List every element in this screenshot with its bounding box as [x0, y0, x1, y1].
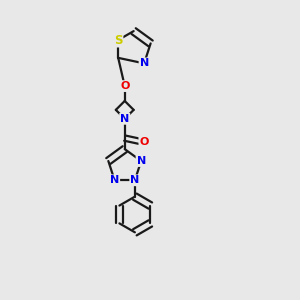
Text: N: N — [110, 175, 119, 185]
Text: S: S — [114, 34, 122, 46]
Text: N: N — [140, 58, 149, 68]
Text: N: N — [136, 156, 146, 166]
Text: O: O — [120, 81, 129, 91]
Text: O: O — [140, 137, 149, 147]
Text: N: N — [130, 175, 140, 185]
Text: N: N — [120, 114, 129, 124]
